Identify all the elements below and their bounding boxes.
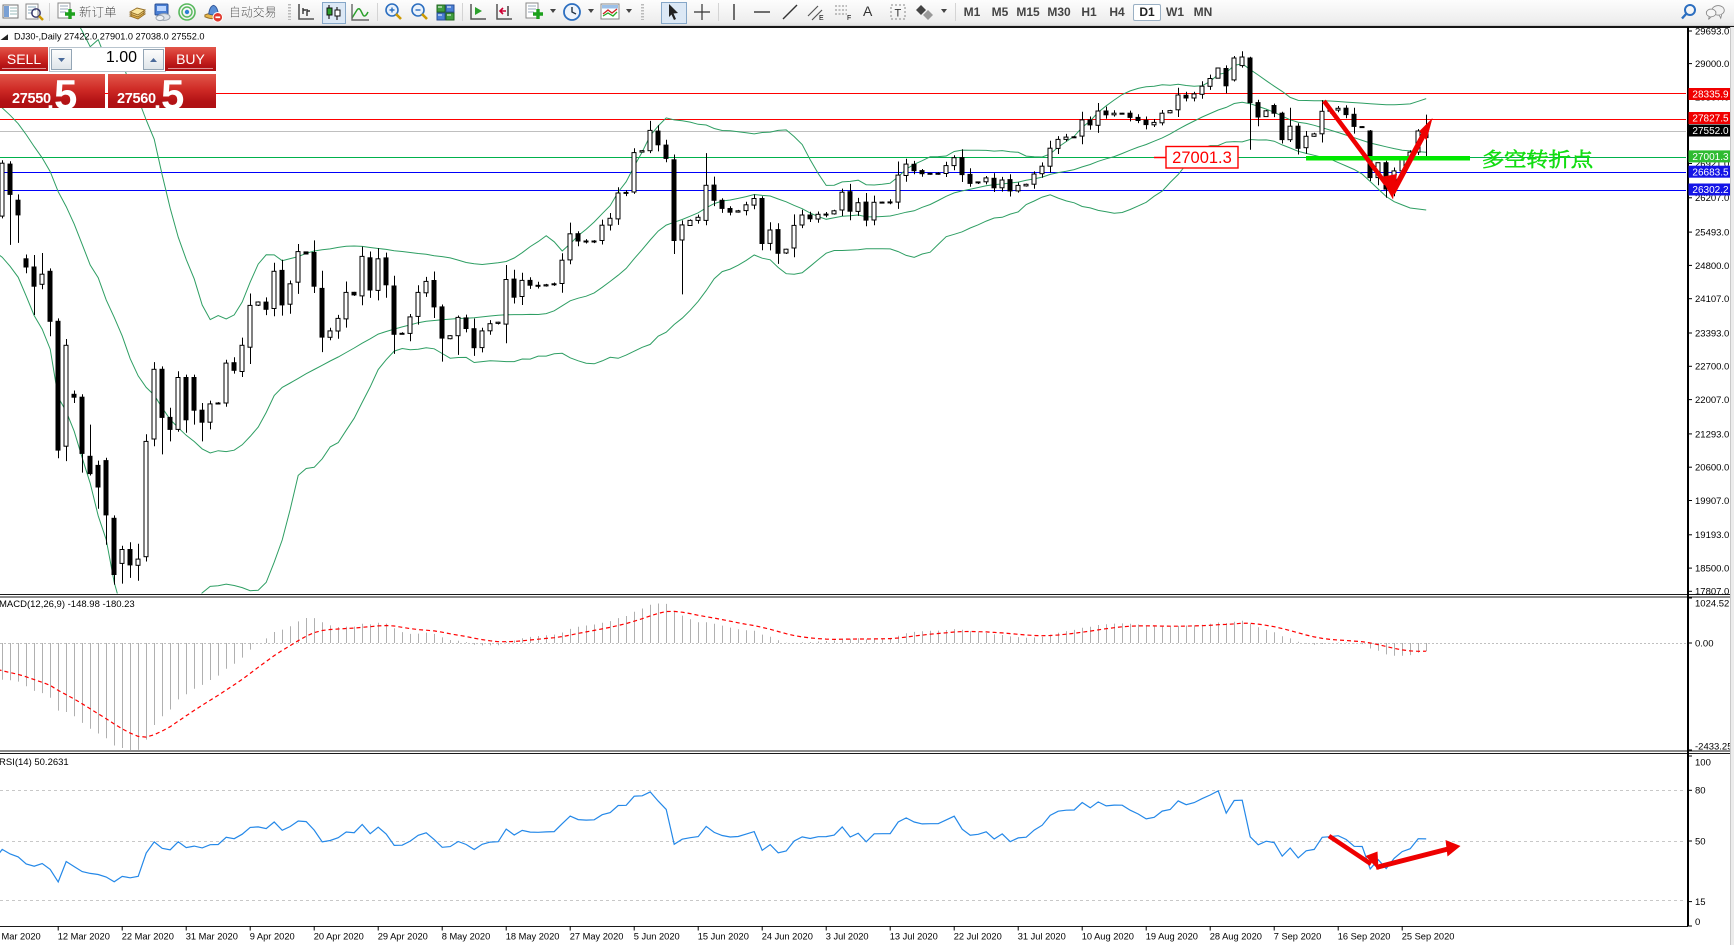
svg-text:15: 15 bbox=[1695, 897, 1706, 908]
svg-text:17807.0: 17807.0 bbox=[1695, 587, 1729, 598]
svg-text:DJ30-,Daily 27422.0 27901.0 2: DJ30-,Daily 27422.0 27901.0 27038.0 2755… bbox=[14, 32, 205, 42]
svg-text:23393.0: 23393.0 bbox=[1695, 328, 1729, 339]
svg-text:16 Sep 2020: 16 Sep 2020 bbox=[1338, 932, 1391, 942]
svg-text:20600.0: 20600.0 bbox=[1695, 463, 1729, 474]
svg-text:22 Jul 2020: 22 Jul 2020 bbox=[954, 932, 1002, 942]
svg-text:31 Jul 2020: 31 Jul 2020 bbox=[1018, 932, 1066, 942]
svg-text:F: F bbox=[847, 15, 851, 22]
svg-text:22007.0: 22007.0 bbox=[1695, 395, 1729, 406]
svg-text:24107.0: 24107.0 bbox=[1695, 294, 1729, 305]
svg-text:12 Mar 2020: 12 Mar 2020 bbox=[58, 932, 110, 942]
svg-text:26207.0: 26207.0 bbox=[1695, 193, 1729, 204]
svg-text:-2433.25: -2433.25 bbox=[1695, 741, 1733, 752]
svg-text:13 Jul 2020: 13 Jul 2020 bbox=[890, 932, 938, 942]
svg-text:20 Apr 2020: 20 Apr 2020 bbox=[314, 932, 364, 942]
svg-text:24 Jun 2020: 24 Jun 2020 bbox=[762, 932, 813, 942]
svg-text:27001.3: 27001.3 bbox=[1172, 149, 1232, 167]
svg-text:5 Jun 2020: 5 Jun 2020 bbox=[634, 932, 680, 942]
svg-text:29000.0: 29000.0 bbox=[1695, 59, 1729, 70]
svg-text:18 May 2020: 18 May 2020 bbox=[506, 932, 560, 942]
svg-text:22 Mar 2020: 22 Mar 2020 bbox=[122, 932, 174, 942]
svg-text:21293.0: 21293.0 bbox=[1695, 429, 1729, 440]
svg-text:3 Mar 2020: 3 Mar 2020 bbox=[0, 932, 41, 942]
svg-text:29693.0: 29693.0 bbox=[1695, 27, 1729, 37]
svg-text:19 Aug 2020: 19 Aug 2020 bbox=[1146, 932, 1198, 942]
svg-text:27827.5: 27827.5 bbox=[1692, 114, 1729, 125]
svg-text:7 Sep 2020: 7 Sep 2020 bbox=[1274, 932, 1322, 942]
svg-text:25493.0: 25493.0 bbox=[1695, 228, 1729, 239]
svg-text:18500.0: 18500.0 bbox=[1695, 564, 1729, 575]
svg-text:26683.5: 26683.5 bbox=[1692, 167, 1729, 178]
svg-text:26302.2: 26302.2 bbox=[1692, 185, 1729, 196]
svg-text:22700.0: 22700.0 bbox=[1695, 362, 1729, 373]
svg-text:15 Jun 2020: 15 Jun 2020 bbox=[698, 932, 749, 942]
svg-text:24800.0: 24800.0 bbox=[1695, 261, 1729, 272]
svg-text:3 Jul 2020: 3 Jul 2020 bbox=[826, 932, 869, 942]
svg-text:27552.0: 27552.0 bbox=[1692, 126, 1729, 137]
svg-text:25 Sep 2020: 25 Sep 2020 bbox=[1402, 932, 1455, 942]
svg-text:0: 0 bbox=[1695, 917, 1700, 928]
svg-text:19907.0: 19907.0 bbox=[1695, 496, 1729, 507]
svg-text:E: E bbox=[819, 15, 824, 22]
svg-text:100: 100 bbox=[1695, 757, 1711, 768]
svg-text:31 Mar 2020: 31 Mar 2020 bbox=[186, 932, 238, 942]
svg-text:80: 80 bbox=[1695, 786, 1706, 797]
svg-text:28335.9: 28335.9 bbox=[1692, 90, 1729, 101]
svg-text:10 Aug 2020: 10 Aug 2020 bbox=[1082, 932, 1134, 942]
svg-text:19193.0: 19193.0 bbox=[1695, 530, 1729, 541]
svg-text:29 Apr 2020: 29 Apr 2020 bbox=[378, 932, 428, 942]
svg-text:8 May 2020: 8 May 2020 bbox=[442, 932, 491, 942]
svg-text:26921.0: 26921.0 bbox=[1695, 159, 1729, 170]
svg-text:28 Aug 2020: 28 Aug 2020 bbox=[1210, 932, 1262, 942]
svg-text:9 Apr 2020: 9 Apr 2020 bbox=[250, 932, 295, 942]
svg-text:27 May 2020: 27 May 2020 bbox=[570, 932, 624, 942]
svg-text:RSI(14) 50.2631: RSI(14) 50.2631 bbox=[0, 757, 69, 768]
svg-text:T: T bbox=[895, 8, 902, 20]
svg-text:0.00: 0.00 bbox=[1695, 638, 1714, 649]
svg-text:MACD(12,26,9) -148.98 -180.23: MACD(12,26,9) -148.98 -180.23 bbox=[0, 599, 135, 610]
svg-text:27001.3: 27001.3 bbox=[1692, 152, 1729, 163]
svg-text:50: 50 bbox=[1695, 836, 1706, 847]
svg-text:1024.52: 1024.52 bbox=[1695, 598, 1729, 609]
